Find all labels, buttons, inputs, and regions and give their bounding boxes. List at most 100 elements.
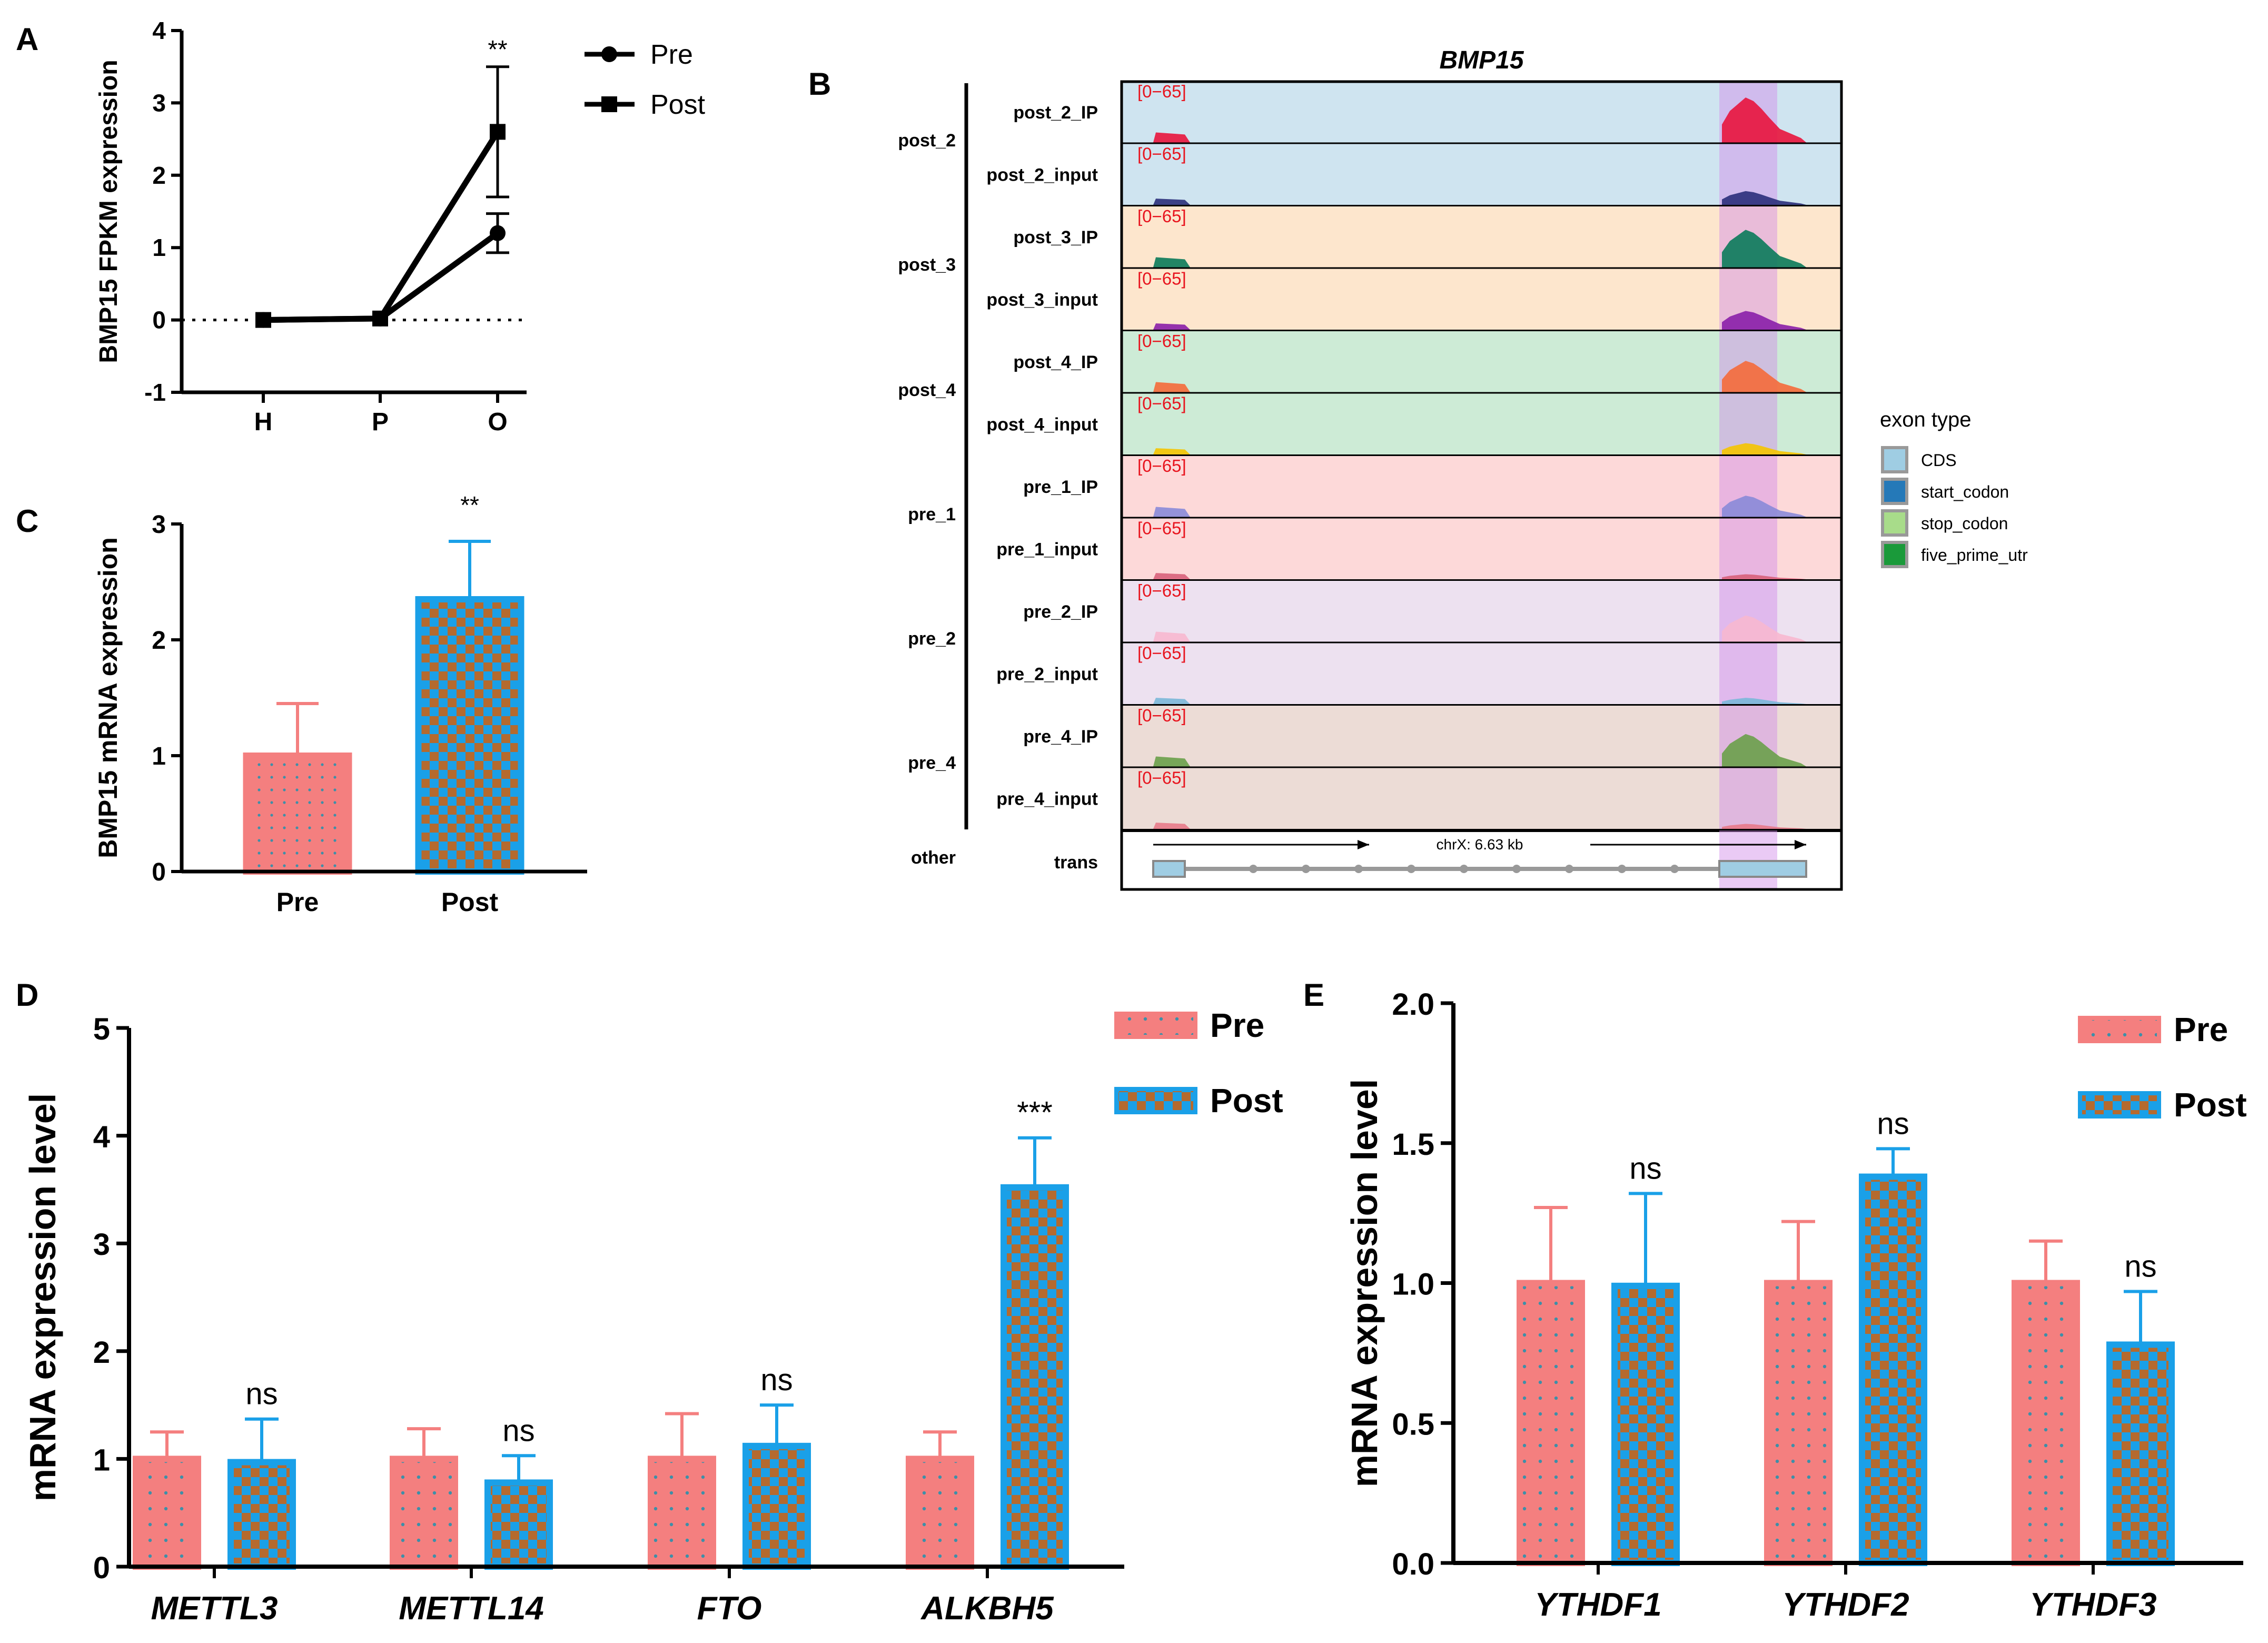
panel-letter-d: D — [16, 977, 38, 1013]
legend-swatch-post — [2078, 1091, 2161, 1119]
track-frame — [1120, 80, 1843, 891]
panel-b-genome-tracks: BMP15 post_2 post_3 post_4 pre_1 pre_2 pre_4ot… — [898, 46, 2028, 891]
x-tick-label: Pre — [276, 887, 319, 917]
legend-marker — [601, 96, 617, 112]
track-background — [1122, 706, 1841, 768]
legend-label-post: Post — [2174, 1086, 2247, 1124]
x-tick-label: Post — [441, 887, 499, 917]
x-tick-label-ythdf2: YTHDF2 — [1782, 1587, 1909, 1623]
track-label-pre-1-input: pre_1_input — [996, 540, 1098, 560]
coverage-peak — [1722, 230, 1806, 268]
trans-label: trans — [1054, 853, 1098, 873]
significance-label: ns — [760, 1363, 793, 1397]
point-marker-post — [372, 310, 388, 326]
y-axis-title: mRNA expression level — [22, 1093, 63, 1502]
panel-e-grouped-bar-chart: ns YTHDF1 ns YTHDF2 ns YTHDF3 0.0 0.5 1.0 1.5 2.0 m… — [1344, 987, 2247, 1623]
y-tick-label: 1.5 — [1392, 1127, 1434, 1162]
x-tick-label: P — [372, 408, 389, 436]
panel-c-bar-chart: Pre Post 0 1 2 3 BMP15 mRNA expression ** — [93, 491, 587, 917]
exon-box — [1718, 860, 1807, 878]
track-label-post-4-IP: post_4_IP — [1013, 352, 1098, 372]
bar-pre-alkbh5 — [906, 1456, 974, 1570]
coverage-small-peak — [1153, 631, 1190, 642]
bar-post-mettl14 — [484, 1479, 553, 1570]
legend-label-pre: Pre — [650, 39, 693, 70]
panel-letter-c: C — [16, 503, 38, 539]
intron-node — [1407, 865, 1415, 873]
track-background — [1122, 144, 1841, 206]
coverage-peak — [1722, 734, 1806, 767]
track-label-post-2-input: post_2_input — [986, 165, 1098, 185]
y-tick-label: 2 — [93, 1335, 110, 1370]
track-background — [1122, 269, 1841, 331]
y-tick-label: 0 — [93, 1551, 110, 1585]
coverage-peak — [1722, 443, 1806, 454]
y-tick-label: 3 — [152, 511, 166, 539]
legend-label-CDS: CDS — [1921, 451, 1957, 470]
coverage-small-peak — [1153, 573, 1190, 579]
peak-highlight — [1719, 768, 1777, 830]
y-axis-title: mRNA expression level — [1344, 1079, 1385, 1488]
legend-swatch — [1881, 509, 1908, 537]
bar-pre-ythdf3 — [2012, 1280, 2080, 1566]
y-tick-label: 1.0 — [1392, 1268, 1434, 1302]
track-background — [1122, 768, 1841, 830]
track-background — [1122, 518, 1841, 581]
legend-swatch-post — [1114, 1087, 1197, 1114]
track-range-label: [0−65] — [1137, 82, 1186, 101]
significance-label: ns — [2124, 1249, 2156, 1283]
track-range-label: [0−65] — [1137, 206, 1186, 226]
intron-node — [1460, 865, 1468, 873]
coverage-peak — [1722, 191, 1806, 205]
significance-label: ns — [502, 1413, 534, 1448]
track-range-label: [0−65] — [1137, 768, 1186, 788]
track-background — [1122, 643, 1841, 706]
bar-post-ythdf1 — [1611, 1282, 1680, 1566]
intron-node — [1512, 865, 1521, 873]
track-label-post-3-IP: post_3_IP — [1013, 227, 1098, 248]
bar-pre-mettl3 — [133, 1456, 201, 1570]
peak-highlight — [1719, 643, 1777, 706]
point-marker-pre — [490, 225, 506, 241]
bar-post — [415, 596, 524, 875]
track-background — [1122, 581, 1841, 644]
significance-label: ns — [245, 1377, 278, 1411]
coverage-peak — [1722, 615, 1806, 642]
x-tick-label-fto: FTO — [697, 1590, 762, 1627]
track-label-post-3-input: post_3_input — [986, 290, 1098, 310]
track-label-pre-1-IP: pre_1_IP — [1023, 477, 1098, 497]
coverage-small-peak — [1153, 448, 1190, 454]
intron-node — [1618, 865, 1626, 873]
track-label-post-4-input: post_4_input — [986, 415, 1098, 435]
panel-letter-a: A — [16, 22, 38, 57]
panel-a-line-chart: -1 0 1 2 3 4 H P O BMP15 FPKM expression ** Pre Post — [95, 17, 706, 436]
track-range-label: [0−65] — [1137, 644, 1186, 663]
intron-node — [1670, 865, 1679, 873]
track-label-post-2-IP: post_2_IP — [1013, 103, 1098, 123]
significance-label: ** — [460, 491, 479, 519]
group-label-other: other — [911, 848, 956, 868]
coverage-peak — [1722, 496, 1806, 517]
coverage-peak — [1722, 97, 1806, 143]
exon-box — [1152, 860, 1186, 878]
track-range-label: [0−65] — [1137, 519, 1186, 538]
significance-label: ns — [1629, 1151, 1661, 1185]
point-marker-post — [490, 124, 506, 140]
group-label-post-3: post_3 — [898, 255, 956, 275]
track-background — [1122, 456, 1841, 519]
group-label-post-2: post_2 — [898, 131, 956, 151]
coverage-small-peak — [1153, 132, 1190, 143]
peak-highlight — [1719, 518, 1777, 581]
intron-node — [1354, 865, 1363, 873]
y-tick-label: 5 — [93, 1012, 110, 1046]
track-range-label: [0−65] — [1137, 394, 1186, 413]
bar-post-ythdf3 — [2106, 1341, 2175, 1566]
strand-arrow-head — [1358, 840, 1369, 849]
y-axis-title: BMP15 mRNA expression — [93, 537, 123, 858]
coverage-peak — [1722, 311, 1806, 330]
point-marker-post — [255, 312, 271, 328]
x-tick-label-alkbh5: ALKBH5 — [920, 1590, 1054, 1627]
coverage-small-peak — [1153, 323, 1190, 330]
track-range-label: [0−65] — [1137, 144, 1186, 164]
